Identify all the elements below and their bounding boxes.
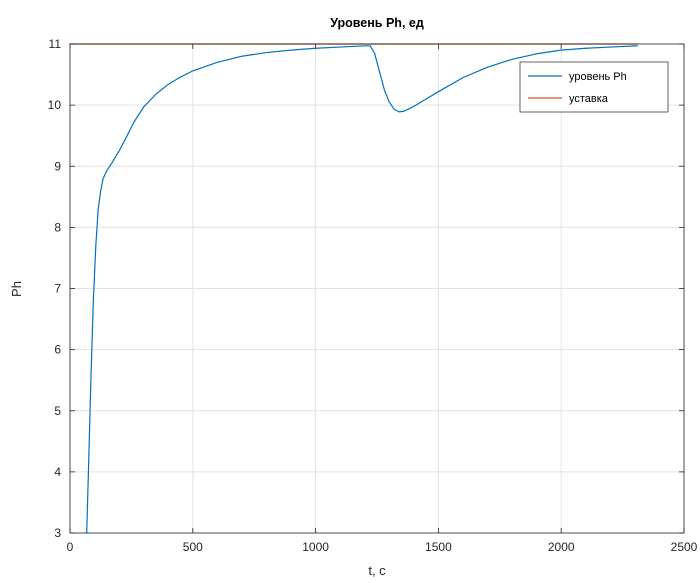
y-tick-label: 8 [54,220,61,234]
y-tick-label: 7 [54,282,61,296]
ticks: 0 500 1000 1500 2000 2500 3 4 5 6 7 8 9 10 11 [48,37,698,554]
y-axis-label: Ph [9,281,24,297]
y-tick-label: 5 [54,404,61,418]
legend-label-1: уровень Ph [569,71,627,83]
chart-title: Уровень Ph, ед [330,16,424,30]
x-tick-label: 500 [183,540,203,554]
x-tick-label: 0 [67,540,74,554]
legend: уровень Ph уставка [519,61,669,113]
series-line-1 [86,45,638,534]
x-tick-label: 1500 [425,540,452,554]
x-tick-label: 2000 [548,540,575,554]
y-tick-label: 4 [54,465,61,479]
x-tick-label: 1000 [302,540,329,554]
legend-label-2: уставка [569,93,609,105]
legend-box [519,61,669,113]
y-tick-label: 10 [48,98,62,112]
x-axis-label: t, c [368,563,386,578]
x-tick-label: 2500 [671,540,698,554]
y-tick-label: 3 [54,526,61,540]
y-tick-label: 11 [49,37,62,51]
y-tick-label: 9 [54,159,61,173]
y-tick-label: 6 [54,343,61,357]
